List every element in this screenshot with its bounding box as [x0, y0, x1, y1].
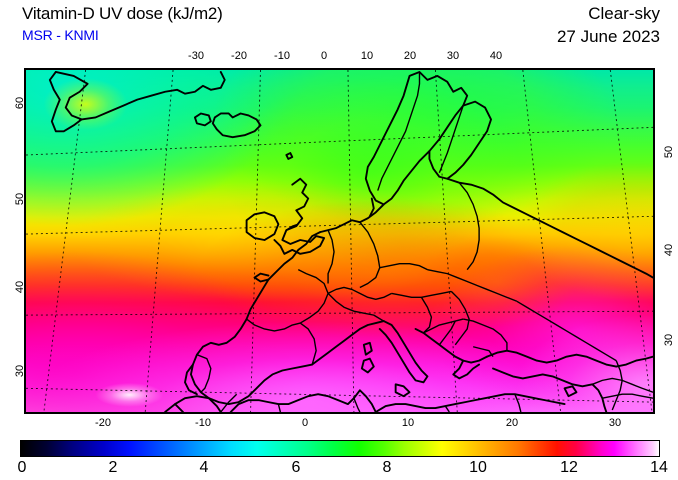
ytick-left-0: 60: [14, 96, 27, 110]
graticule: [26, 70, 653, 412]
map-plot-area: [24, 68, 655, 414]
xtick-top-4: 10: [360, 50, 374, 62]
country-borders: [196, 71, 653, 412]
xtick-top-5: 20: [403, 50, 417, 62]
ytick-right-1: 40: [663, 243, 676, 257]
xtick-top-2: -10: [274, 50, 290, 62]
colorbar-tick-4: 8: [382, 459, 392, 476]
ytick-right-2: 30: [663, 333, 676, 347]
colorbar-tick-5: 10: [469, 459, 487, 476]
xtick-top-3: 0: [320, 50, 328, 62]
uv-dose-heatmap-field: [26, 70, 653, 412]
colorbar-tick-7: 14: [650, 459, 668, 476]
xtick-bottom-5: 30: [608, 417, 622, 429]
colorbar-tick-2: 4: [199, 459, 209, 476]
source-label: MSR - KNMI: [22, 27, 99, 43]
xtick-top-1: -20: [231, 50, 247, 62]
ytick-left-1: 50: [14, 192, 27, 206]
colorbar-tick-1: 2: [108, 459, 118, 476]
page-title: Vitamin-D UV dose (kJ/m2): [22, 4, 223, 23]
xtick-bottom-3: 10: [401, 417, 415, 429]
xtick-bottom-4: 20: [505, 417, 519, 429]
ytick-right-0: 50: [663, 145, 676, 159]
coastlines: [48, 71, 653, 412]
xtick-bottom-2: 0: [301, 417, 309, 429]
xtick-bottom-0: -20: [95, 417, 111, 429]
colorbar-gradient: [21, 441, 659, 456]
xtick-bottom-1: -10: [195, 417, 211, 429]
colorbar-tick-6: 12: [560, 459, 578, 476]
xtick-top-7: 40: [489, 50, 503, 62]
ytick-left-3: 30: [14, 364, 27, 378]
condition-label: Clear-sky: [588, 4, 660, 23]
heatmap-caspian-warm-push: [26, 70, 653, 412]
date-label: 27 June 2023: [556, 27, 660, 46]
colorbar: [20, 440, 660, 457]
ytick-left-2: 40: [14, 280, 27, 294]
coastline-overlay: [26, 70, 653, 412]
colorbar-tick-0: 0: [17, 459, 27, 476]
xtick-top-0: -30: [188, 50, 204, 62]
colorbar-tick-3: 6: [291, 459, 301, 476]
xtick-top-6: 30: [446, 50, 460, 62]
